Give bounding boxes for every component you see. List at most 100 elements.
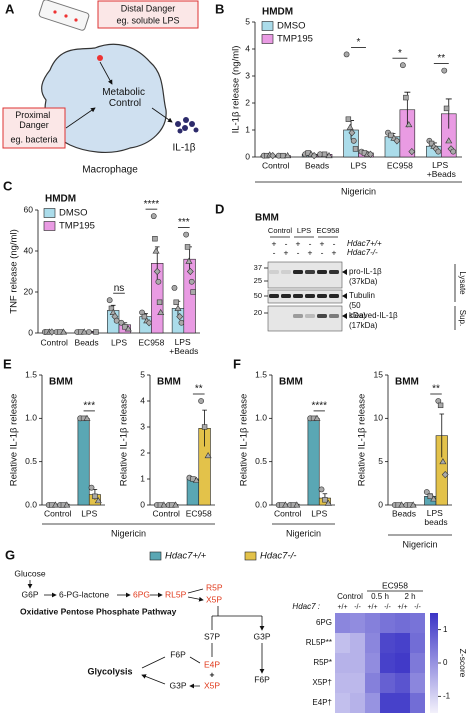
data-point (437, 402, 444, 409)
data-point (430, 495, 438, 502)
proximal-box (2, 107, 66, 149)
panel-a: A Distal Danger eg. soluble LPS Metaboli… (2, 0, 199, 176)
data-point (122, 324, 128, 330)
data-point (310, 152, 318, 160)
panel-label: B (215, 1, 224, 16)
panel-label: C (3, 178, 13, 193)
y-axis-label: Relative IL-1β release (9, 394, 20, 487)
y-tick-label: 60 (24, 204, 34, 214)
data-point (408, 147, 416, 156)
data-point (156, 299, 163, 305)
significance: *** (178, 217, 190, 228)
band-label: cleaved-IL-1β (17kDa) (349, 311, 400, 330)
colorbar-label: Z-score (458, 649, 468, 678)
data-point (185, 257, 193, 264)
marker-label: 37 (254, 263, 262, 272)
data-point (113, 317, 120, 324)
metabolite: G3P (169, 680, 186, 690)
data-point (450, 148, 457, 155)
heatmap-cell (335, 653, 350, 673)
y-tick-label: 5 (140, 369, 145, 379)
colorbar-tick-label: 0 (443, 658, 448, 667)
data-point (178, 319, 185, 326)
x-tick-label: Control (274, 508, 302, 518)
row-label: 6PG (316, 618, 332, 627)
panel-label: F (233, 356, 241, 371)
data-point (313, 414, 321, 421)
x-tick-label: Beads (305, 160, 329, 170)
genotype: +/+ (337, 604, 347, 611)
blot-band (317, 314, 327, 318)
band-label: pro-IL-1β (37kDa) (349, 267, 384, 286)
heatmap-cell (335, 633, 350, 653)
metabolite: S7P (204, 631, 220, 641)
data-point (92, 493, 98, 500)
bar-chart: B HMDM IL-1β release (ng/ml) 0 1 2 3 4 5 Control B… (215, 1, 462, 196)
data-point (152, 247, 160, 254)
arrow (99, 61, 113, 85)
genotype-sign: + (284, 247, 289, 257)
genotype-sign: - (297, 247, 300, 257)
data-point (188, 278, 195, 285)
chart-title: BMM (49, 377, 73, 388)
tube (38, 0, 90, 31)
metabolite: RL5P (165, 589, 187, 599)
y-tick-label: 1 (140, 473, 145, 483)
y-tick-label: 0 (245, 151, 250, 161)
blot-band (281, 294, 291, 298)
y-tick-label: 10 (374, 413, 384, 423)
genotype: -/- (354, 604, 361, 611)
genotype-sign: - (285, 238, 288, 248)
data-point (284, 152, 292, 159)
legend-swatch (43, 221, 56, 231)
x-tick-label: LPS (111, 337, 127, 347)
data-point (409, 501, 417, 508)
data-point (186, 267, 194, 276)
marker-label: 25 (254, 276, 262, 285)
heatmap-cell (380, 693, 395, 713)
blot-band (305, 270, 315, 274)
bar (186, 478, 200, 506)
bar-chart: BMM Relative IL-1β release 0 1 2 3 4 5 Control EC… (119, 369, 215, 518)
y-tick-label: 2 (245, 97, 250, 107)
data-point (405, 120, 413, 128)
data-point (118, 319, 125, 326)
data-point (322, 497, 328, 503)
legend-label: Hdac7+/+ (165, 551, 207, 562)
fraction-label: Sup. (458, 310, 467, 326)
x-tick-label: EC958 (387, 160, 413, 170)
group-label: Nigericin (286, 528, 321, 538)
data-point (184, 244, 191, 250)
y-tick-label: 4 (140, 395, 145, 405)
y-tick-label: 0 (378, 499, 383, 509)
data-point (124, 325, 132, 332)
error-bar (439, 413, 445, 458)
heatmap-cell (350, 673, 365, 693)
x-tick-label: Control (40, 337, 68, 347)
data-point (367, 150, 374, 158)
x-tick-label: Beads (75, 337, 99, 347)
panel-label: D (215, 201, 224, 216)
x-tick-label: Beads (392, 508, 416, 518)
glycolysis: Glycolysis (87, 666, 132, 676)
blot-frame (267, 305, 343, 332)
blot-band (269, 270, 279, 274)
y-tick-label: 0.5 (255, 456, 267, 466)
heatmap-cell (350, 693, 365, 713)
blot-band (305, 314, 315, 318)
data-point (152, 236, 158, 242)
genotype-sign: - (309, 238, 312, 248)
y-axis-label: Relative IL-1β release (239, 394, 250, 487)
data-point (346, 123, 354, 130)
group-label: Nigericin (341, 186, 376, 196)
x-tick-label: LPS +Beads (169, 337, 198, 356)
genotype-sign: + (320, 238, 325, 248)
row-label: R5P* (313, 658, 332, 667)
blot-band (293, 294, 303, 298)
heatmap-cell (350, 653, 365, 673)
bar (77, 418, 90, 506)
data-point (435, 148, 442, 155)
heatmap-cell (365, 613, 380, 633)
data-point (201, 424, 208, 430)
metabolite: G3P (253, 631, 270, 641)
